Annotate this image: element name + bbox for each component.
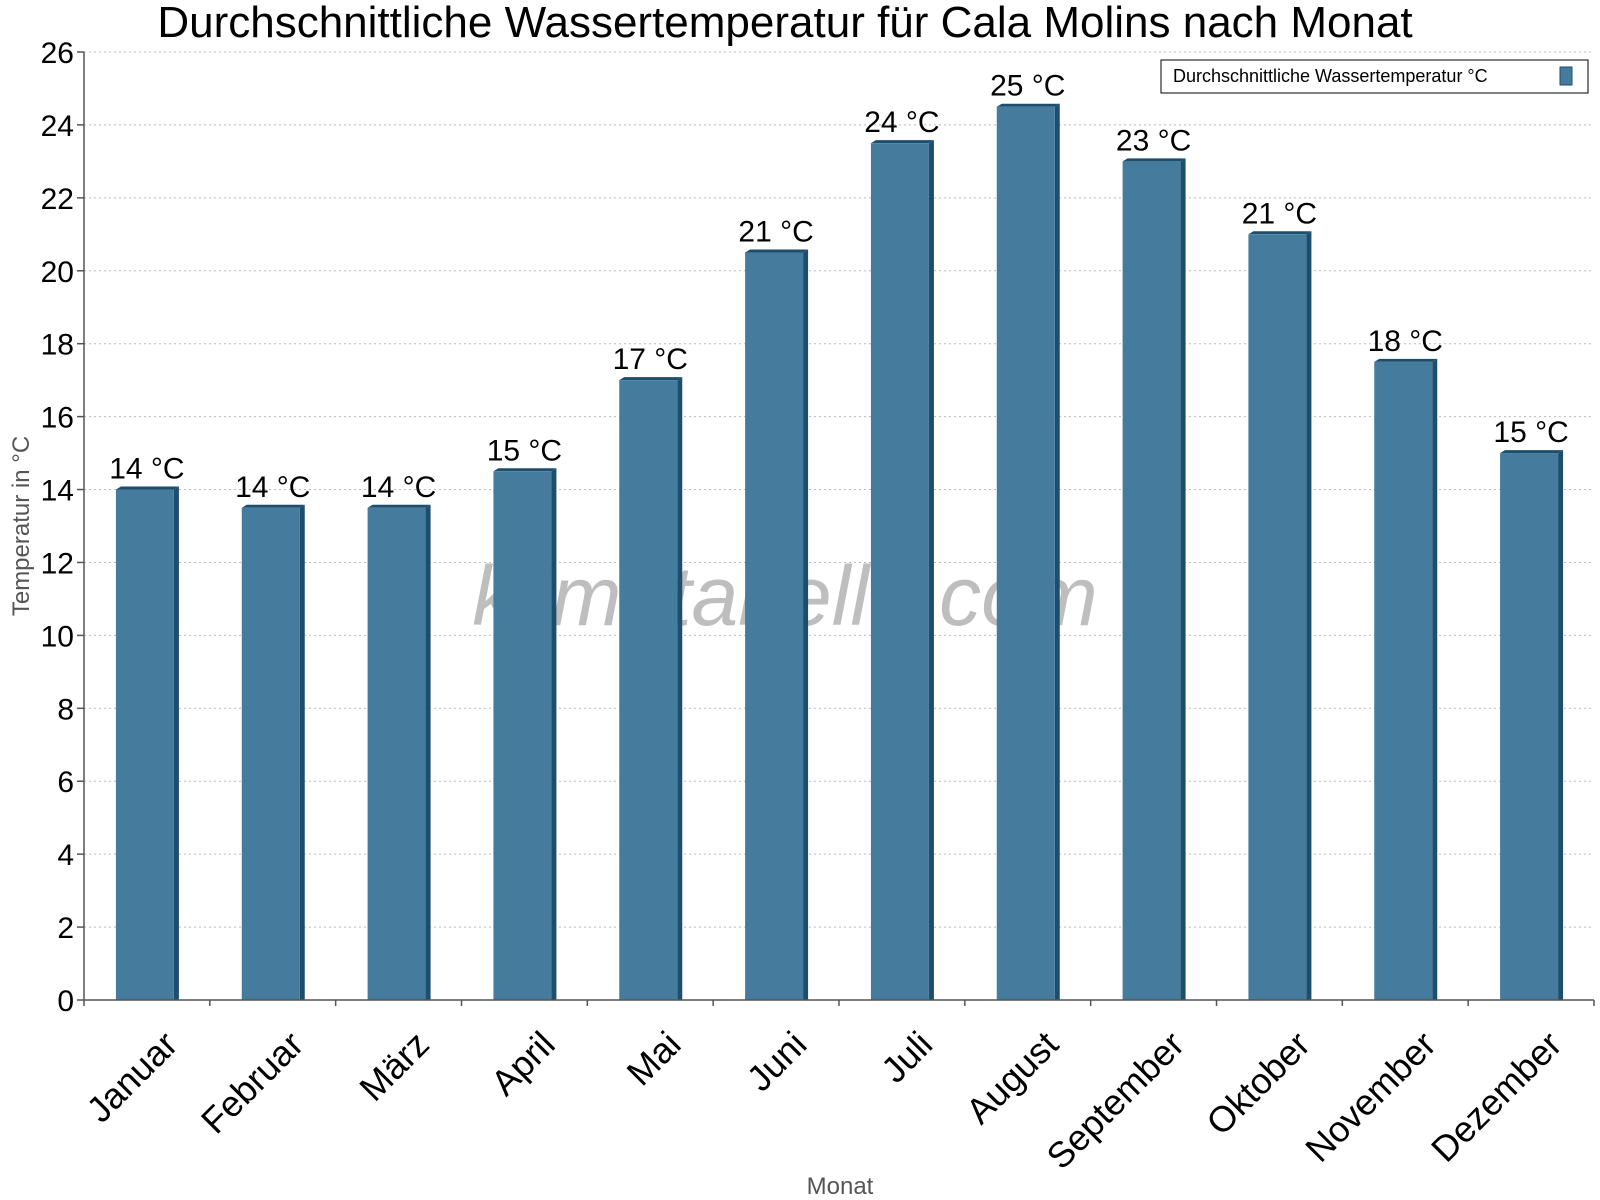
bar-side xyxy=(1054,103,1060,1000)
bar-side xyxy=(1558,450,1564,1001)
bar-side xyxy=(299,504,305,1000)
bar-side xyxy=(1180,158,1186,1000)
y-tick-label: 2 xyxy=(57,912,74,945)
x-tick-label: Dezember xyxy=(1423,1023,1569,1169)
y-tick-label: 12 xyxy=(41,547,74,580)
bar-top xyxy=(996,103,1060,107)
bar-front xyxy=(1374,361,1433,1000)
value-label: 14 °C xyxy=(361,471,436,504)
bar-side xyxy=(803,249,809,1001)
bar-9 xyxy=(1122,158,1186,1000)
bar-top xyxy=(493,468,557,472)
value-label: 15 °C xyxy=(1493,416,1568,449)
legend-swatch xyxy=(1559,66,1573,86)
x-tick-label: November xyxy=(1297,1023,1443,1169)
value-label: 21 °C xyxy=(1242,197,1317,230)
bar-5 xyxy=(619,377,683,1001)
bar-7 xyxy=(870,140,934,1001)
bar-front xyxy=(241,507,300,1000)
bar-front xyxy=(996,106,1055,1000)
x-tick-label: April xyxy=(483,1023,563,1103)
x-tick-label: Oktober xyxy=(1198,1023,1318,1143)
bar-front xyxy=(745,252,804,1001)
x-tick-label: August xyxy=(958,1023,1066,1131)
bar-side xyxy=(1306,231,1312,1001)
bar-top xyxy=(1248,231,1312,235)
x-tick-label: September xyxy=(1038,1023,1192,1177)
bar-top xyxy=(1374,358,1438,362)
bar-front xyxy=(619,380,678,1001)
bar-top xyxy=(745,249,809,253)
bar-3 xyxy=(367,504,431,1000)
chart-title: Durchschnittliche Wassertemperatur für C… xyxy=(157,0,1412,47)
bar-top xyxy=(1500,450,1564,454)
bar-top xyxy=(115,486,179,490)
bar-side xyxy=(173,486,179,1000)
x-axis-title: Monat xyxy=(807,1173,874,1200)
bar-front xyxy=(1500,453,1559,1001)
bar-side xyxy=(425,504,431,1000)
value-label: 14 °C xyxy=(109,453,184,486)
value-label: 17 °C xyxy=(613,343,688,376)
y-tick-label: 8 xyxy=(57,693,74,726)
y-tick-label: 14 xyxy=(41,475,74,508)
x-tick-label: Januar xyxy=(78,1023,185,1130)
bar-side xyxy=(928,140,934,1001)
y-tick-label: 18 xyxy=(41,329,74,362)
gridlines xyxy=(84,51,1594,928)
y-tick-label: 10 xyxy=(41,620,74,653)
bar-front xyxy=(1248,234,1307,1001)
bar-front xyxy=(367,507,426,1000)
value-label: 14 °C xyxy=(235,471,310,504)
bar-side xyxy=(1432,358,1438,1000)
x-tick-label: Juni xyxy=(739,1023,815,1099)
bar-4 xyxy=(493,468,557,1000)
y-axis-title: Temperatur in °C xyxy=(8,436,35,616)
bars xyxy=(115,103,1564,1001)
bar-1 xyxy=(115,486,179,1000)
bar-2 xyxy=(241,504,305,1000)
bar-side xyxy=(677,377,683,1001)
value-label: 18 °C xyxy=(1368,325,1443,358)
value-label: 23 °C xyxy=(1116,124,1191,157)
bar-10 xyxy=(1248,231,1312,1001)
value-label: 25 °C xyxy=(990,70,1065,103)
legend-box xyxy=(1160,59,1589,94)
bar-side xyxy=(551,468,557,1000)
bar-11 xyxy=(1374,358,1438,1000)
value-label: 15 °C xyxy=(487,434,562,467)
bar-top xyxy=(1122,158,1186,162)
y-tick-label: 20 xyxy=(41,256,74,289)
legend: Durchschnittliche Wassertemperatur °C xyxy=(1160,59,1589,94)
legend-label: Durchschnittliche Wassertemperatur °C xyxy=(1173,66,1488,86)
value-label: 24 °C xyxy=(864,106,939,139)
y-tick-label: 4 xyxy=(57,839,74,872)
bar-8 xyxy=(996,103,1060,1000)
y-tick-label: 22 xyxy=(41,183,74,216)
y-tick-label: 0 xyxy=(57,985,74,1018)
x-tick-label: Februar xyxy=(193,1023,311,1141)
y-tick-label: 16 xyxy=(41,402,74,435)
x-tick-label: Mai xyxy=(619,1023,689,1093)
bar-top xyxy=(619,377,683,381)
y-tick-label: 26 xyxy=(41,37,74,70)
x-tick-label: März xyxy=(351,1023,437,1109)
bar-front xyxy=(493,471,552,1000)
x-tick-label: Juli xyxy=(873,1023,940,1090)
value-labels: 14 °C 14 °C 14 °C 15 °C 17 °C 21 °C 24 °C 25 °C… xyxy=(109,70,1569,504)
bar-6 xyxy=(745,249,809,1001)
bar-top xyxy=(241,504,305,508)
bar-front xyxy=(1122,161,1181,1000)
y-tick-label: 24 xyxy=(41,110,74,143)
bar-top xyxy=(870,140,934,144)
bar-top xyxy=(367,504,431,508)
value-label: 21 °C xyxy=(738,216,813,249)
y-tick-label: 6 xyxy=(57,766,74,799)
bar-front xyxy=(870,143,929,1001)
bar-12 xyxy=(1500,450,1564,1001)
x-axis-ticks: Januar Februar März April Mai Juni Juli AugustS… xyxy=(78,1000,1595,1177)
bar-front xyxy=(115,489,174,1000)
